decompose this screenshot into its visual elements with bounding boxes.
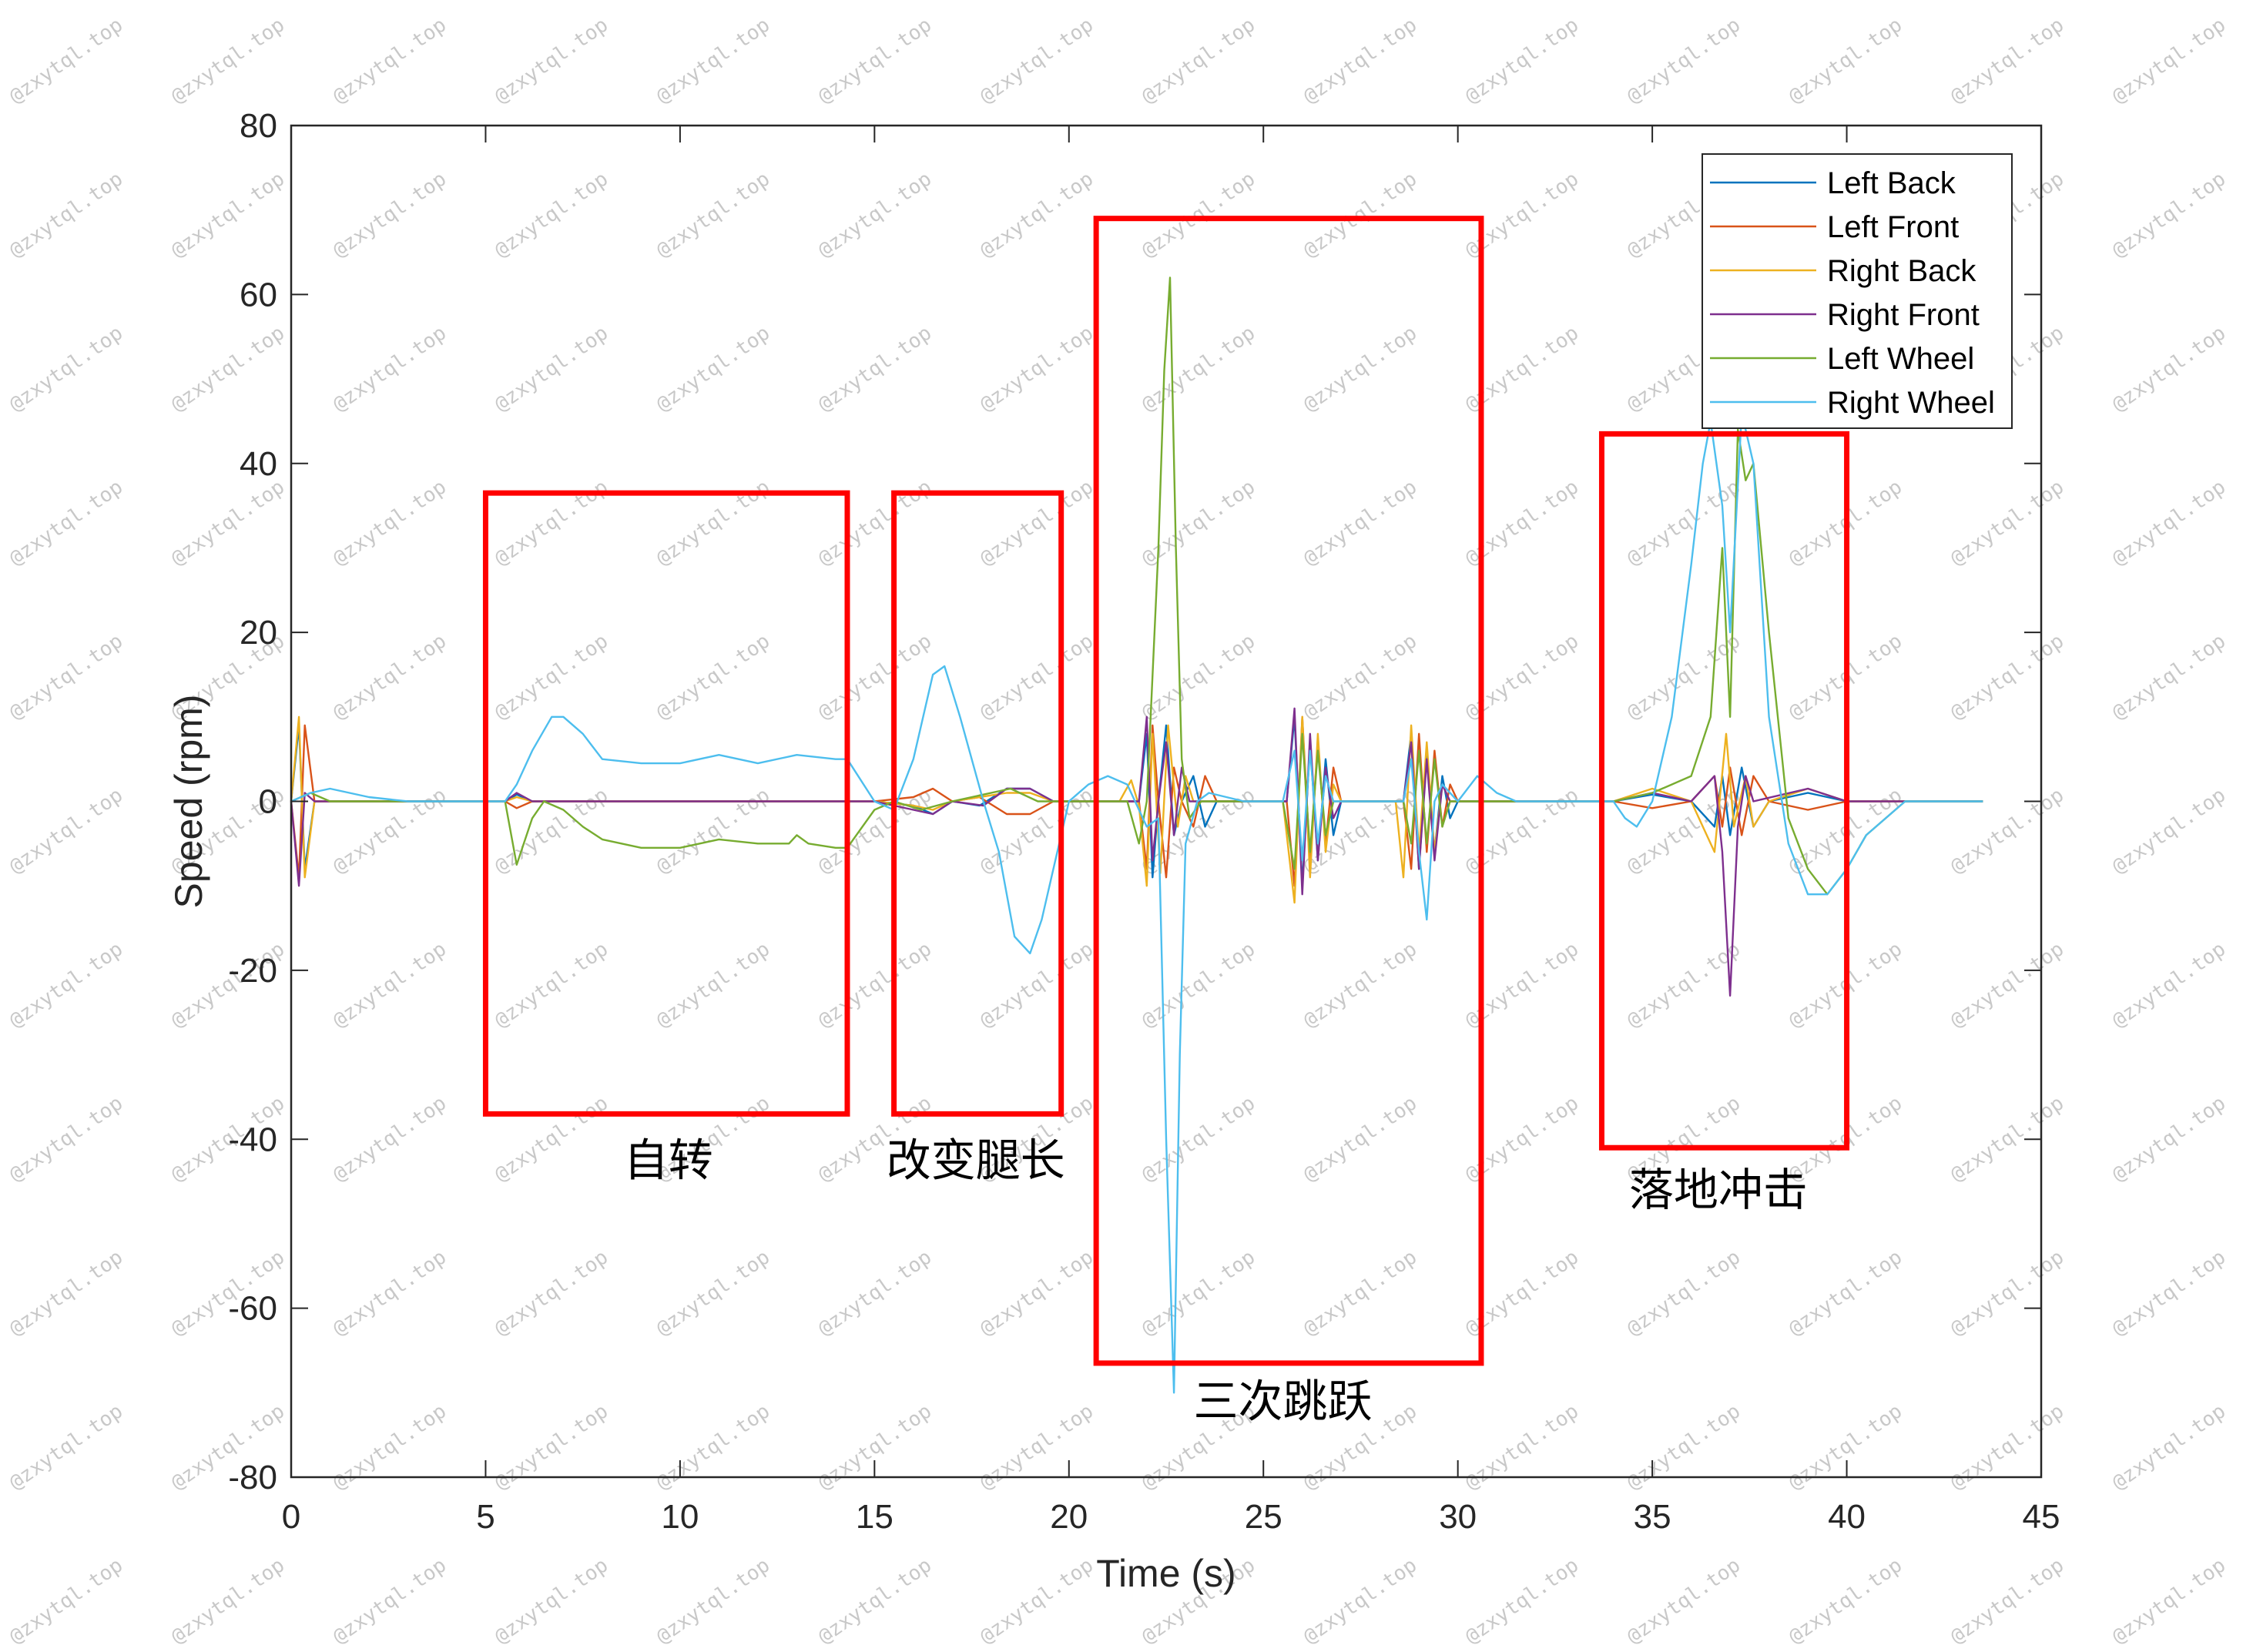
y-tick-label: -40 [228,1121,277,1158]
x-tick-label: 15 [856,1498,894,1536]
y-tick-label: 20 [240,614,277,652]
y-axis-label: Speed (rpm) [167,695,210,909]
y-tick-label: -80 [228,1459,277,1496]
x-tick-label: 10 [661,1498,699,1536]
y-tick-label: 60 [240,276,277,313]
x-tick-label: 20 [1050,1498,1088,1536]
x-tick-label: 25 [1245,1498,1282,1536]
y-tick-label: -60 [228,1290,277,1328]
x-tick-label: 45 [2023,1498,2060,1536]
x-tick-label: 0 [282,1498,300,1536]
x-tick-label: 30 [1439,1498,1477,1536]
y-tick-label: 40 [240,445,277,483]
series-layer [290,276,1983,1394]
legend-label: Left Front [1827,210,1959,244]
series-line-right-wheel [290,411,1983,1394]
legend: Left Back Left Front Right Back Right Front… [1702,153,2013,429]
annotation-label: 落地冲击 [1629,1164,1808,1216]
legend-label: Left Back [1827,166,1956,200]
annotation-box [482,490,850,1117]
ticks-layer: 0 5 10 15 20 25 30 35 40 45 -80 -60 -40 -20 0 20 40 60 80 [228,107,2060,1536]
legend-label: Right Wheel [1827,386,1995,420]
x-tick-label: 5 [476,1498,495,1536]
legend-box [1702,153,2013,429]
legend-label: Right Front [1827,298,1980,332]
annotation-box [1093,216,1484,1366]
legend-label: Right Back [1827,254,1976,288]
x-tick-label: 35 [1634,1498,1671,1536]
legend-label: Left Wheel [1827,342,1974,376]
annotation-label: 三次跳跃 [1193,1375,1372,1427]
y-tick-label: -20 [228,952,277,990]
annotation-label: 改变腿长 [887,1134,1065,1187]
annotation-label: 自转 [624,1134,713,1187]
x-tick-label: 40 [1828,1498,1866,1536]
x-axis-label: Time (s) [1096,1552,1235,1595]
y-tick-label: 80 [240,107,277,145]
annotation-box [891,490,1065,1117]
y-tick-label: 0 [259,783,277,821]
series-line-left-wheel [290,276,1983,896]
annotation-box [1598,431,1850,1151]
